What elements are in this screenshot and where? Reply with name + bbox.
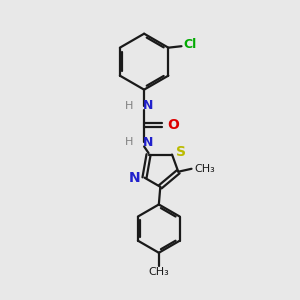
Text: CH₃: CH₃	[148, 268, 169, 278]
Text: H: H	[124, 137, 133, 147]
Text: Cl: Cl	[184, 38, 197, 51]
Text: CH₃: CH₃	[194, 164, 215, 174]
Text: N: N	[142, 99, 153, 112]
Text: N: N	[142, 136, 153, 148]
Text: H: H	[124, 101, 133, 111]
Text: S: S	[176, 145, 186, 159]
Text: O: O	[167, 118, 179, 132]
Text: N: N	[129, 171, 140, 185]
